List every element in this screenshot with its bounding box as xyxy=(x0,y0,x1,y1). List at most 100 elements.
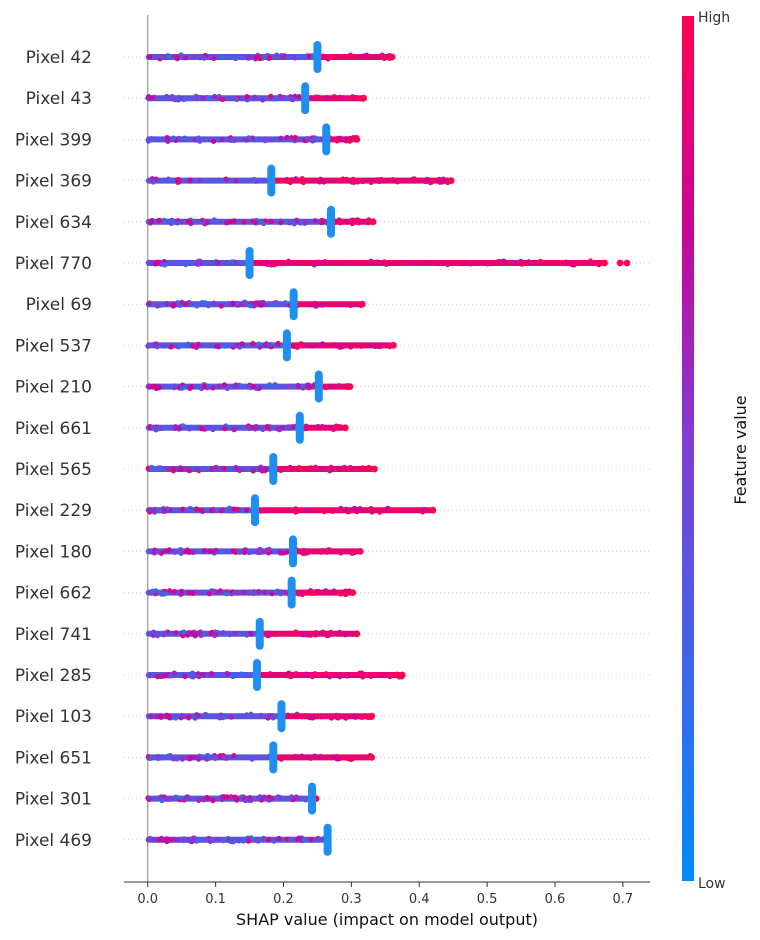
point-pixel-69-36 xyxy=(211,300,217,306)
point-pixel-399-67 xyxy=(170,135,177,141)
point-pixel-565-47 xyxy=(240,466,247,473)
max-point-pixel-103 xyxy=(368,712,376,720)
row-pixel-469 xyxy=(145,823,332,856)
point-pixel-210-25 xyxy=(328,383,334,389)
point-pixel-651-48 xyxy=(187,754,193,760)
row-pixel-43 xyxy=(145,82,367,115)
point-pixel-770-68 xyxy=(215,259,221,266)
point-pixel-565-44 xyxy=(296,464,302,471)
max-point-pixel-43 xyxy=(360,94,367,102)
point-pixel-301-52 xyxy=(266,797,272,803)
point-pixel-537-54 xyxy=(195,341,201,347)
point-pixel-399-60 xyxy=(243,137,249,143)
point-pixel-229-65 xyxy=(156,508,163,514)
point-pixel-537-62 xyxy=(168,344,174,350)
row-pixel-770 xyxy=(145,247,631,279)
point-pixel-301-43 xyxy=(173,794,179,800)
point-pixel-43-60 xyxy=(244,94,250,100)
point-pixel-469-54 xyxy=(215,836,221,843)
point-pixel-180-16 xyxy=(242,549,248,555)
point-pixel-770-54 xyxy=(444,261,451,268)
point-pixel-661-59 xyxy=(154,426,160,433)
point-pixel-42-61 xyxy=(280,53,286,60)
point-pixel-69-64 xyxy=(247,303,253,309)
point-pixel-399-68 xyxy=(228,137,234,143)
point-pixel-285-39 xyxy=(345,672,351,678)
point-pixel-42-44 xyxy=(297,54,303,60)
point-pixel-69-61 xyxy=(230,300,236,306)
point-pixel-661-50 xyxy=(246,425,252,431)
point-pixel-565-63 xyxy=(341,466,348,473)
point-pixel-285-63 xyxy=(162,673,168,679)
point-pixel-229-63 xyxy=(162,508,168,514)
point-pixel-285-13 xyxy=(380,672,386,678)
point-pixel-180-53 xyxy=(318,549,324,555)
outlier-point-pixel-770-1 xyxy=(623,259,631,267)
beeswarm-rows xyxy=(145,41,631,856)
point-pixel-651-37 xyxy=(299,753,305,759)
row-pixel-634 xyxy=(145,205,377,238)
point-pixel-662-33 xyxy=(206,591,213,597)
point-pixel-651-69 xyxy=(316,754,322,760)
point-pixel-210-64 xyxy=(233,382,239,388)
mode-cluster-pixel-399 xyxy=(322,123,331,156)
point-pixel-399-21 xyxy=(284,134,290,141)
row-pixel-210 xyxy=(145,370,354,403)
point-pixel-770-36 xyxy=(501,258,507,264)
point-pixel-634-50 xyxy=(278,220,284,226)
point-pixel-661-30 xyxy=(264,424,270,430)
point-pixel-180-54 xyxy=(163,548,169,554)
point-pixel-634-54 xyxy=(303,219,309,226)
feature-label-pixel-662: Pixel 662 xyxy=(15,584,92,604)
point-pixel-651-65 xyxy=(231,752,237,759)
point-pixel-661-65 xyxy=(203,425,210,431)
point-pixel-210-69 xyxy=(338,384,345,390)
x-tick-label-0-0: 0.0 xyxy=(137,892,158,907)
point-pixel-770-30 xyxy=(596,262,602,268)
point-pixel-285-12 xyxy=(368,673,374,680)
point-pixel-103-39 xyxy=(328,715,335,721)
point-pixel-770-65 xyxy=(311,262,317,268)
point-pixel-42-9 xyxy=(191,54,197,60)
point-pixel-741-46 xyxy=(188,630,194,636)
point-pixel-42-43 xyxy=(178,52,184,58)
point-pixel-537-32 xyxy=(348,343,355,349)
point-pixel-229-37 xyxy=(179,506,186,512)
point-pixel-770-56 xyxy=(316,259,322,265)
point-pixel-634-58 xyxy=(169,220,175,226)
point-pixel-369-40 xyxy=(422,178,429,185)
point-pixel-301-57 xyxy=(248,797,254,804)
point-pixel-770-27 xyxy=(229,259,235,265)
point-pixel-565-29 xyxy=(278,467,284,473)
point-pixel-469-69 xyxy=(276,835,282,842)
x-tick-label-0-7: 0.7 xyxy=(613,892,634,907)
point-pixel-301-44 xyxy=(185,794,191,800)
point-pixel-661-44 xyxy=(304,425,310,431)
point-pixel-662-55 xyxy=(211,588,217,594)
point-pixel-662-58 xyxy=(255,588,262,595)
point-pixel-565-48 xyxy=(359,465,365,471)
max-point-pixel-661 xyxy=(341,424,349,432)
point-pixel-69-21 xyxy=(194,303,200,309)
max-point-pixel-285 xyxy=(398,671,406,679)
point-pixel-210-60 xyxy=(281,384,288,390)
point-pixel-42-63 xyxy=(253,55,259,61)
point-pixel-565-65 xyxy=(260,467,266,473)
point-pixel-210-46 xyxy=(291,383,298,389)
point-pixel-770-22 xyxy=(257,259,263,265)
row-pixel-369 xyxy=(145,164,455,197)
point-pixel-42-68 xyxy=(379,52,385,58)
x-tick-label-0-5: 0.5 xyxy=(477,892,498,907)
point-pixel-469-52 xyxy=(181,836,187,842)
point-pixel-301-64 xyxy=(201,797,207,803)
point-pixel-103-9 xyxy=(359,714,365,721)
point-pixel-537-45 xyxy=(305,342,311,348)
point-pixel-301-48 xyxy=(256,795,263,801)
point-pixel-469-56 xyxy=(308,836,314,842)
point-pixel-651-67 xyxy=(312,753,318,759)
point-pixel-43-46 xyxy=(281,94,287,100)
point-pixel-537-64 xyxy=(176,342,182,348)
mode-cluster-pixel-301 xyxy=(308,782,317,815)
point-pixel-229-64 xyxy=(421,506,427,513)
point-pixel-565-66 xyxy=(312,464,319,470)
